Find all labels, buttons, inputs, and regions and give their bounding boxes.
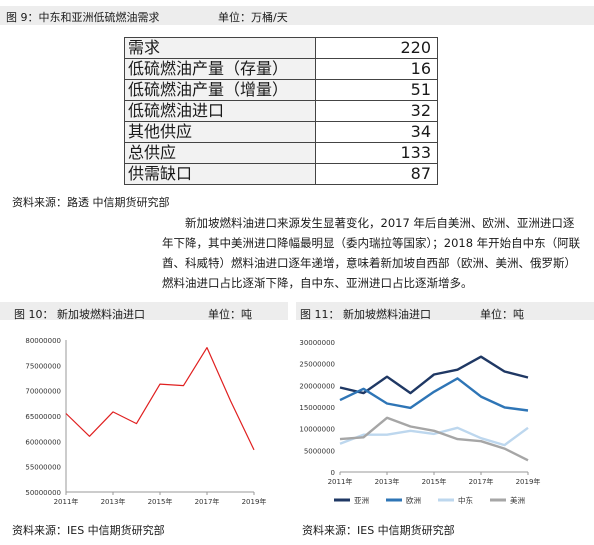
y-tick-label: 50000000 [25,489,61,497]
row-label: 供需缺口 [124,163,316,185]
table-row: 低硫燃油产量（增量） 51 [124,79,438,101]
legend-label: 中东 [458,495,473,505]
legend-label: 亚洲 [354,496,369,505]
figure9-header [0,6,594,25]
table-row: 其他供应 34 [124,121,438,143]
legend-label: 美洲 [510,495,525,505]
x-tick-label: 2019年 [516,477,541,486]
legend-label: 欧洲 [406,495,421,505]
x-tick-label: 2015年 [148,497,173,506]
table-row: 低硫燃油进口 32 [124,100,438,122]
series-line-欧洲 [339,377,529,412]
figure11-unit: 单位：吨 [480,308,524,321]
row-value: 16 [315,58,438,80]
row-label: 低硫燃油进口 [124,100,316,122]
x-tick-label: 2013年 [375,477,400,486]
figure10-source: 资料来源：IES 中信期货研究部 [12,524,165,537]
chart-singapore-fuel-oil-imports-by-region: 0 5000000 10000000 15000000 20000000 25000000… [299,339,541,505]
x-tick-label: 2017年 [469,477,494,486]
figure11-source: 资料来源：IES 中信期货研究部 [302,524,455,537]
y-tick-label: 10000000 [299,426,335,434]
row-label: 需求 [124,37,316,59]
supply-demand-table: 需求 220 低硫燃油产量（存量） 16 低硫燃油产量（增量） 51 低硫燃油进口 32 其他供… [124,37,438,185]
body-paragraph: 新加坡燃料油进口来源发生显著变化，2017 年后自美洲、欧洲、亚洲进口逐年下降，… [162,216,581,290]
x-tick-label: 2011年 [54,497,79,506]
chart-singapore-fuel-oil-imports-total: 50000000 55000000 60000000 65000000 70000000… [25,337,267,506]
row-value: 87 [315,163,438,185]
table-row: 需求 220 [124,37,438,59]
y-tick-label: 80000000 [25,337,61,345]
figure11-label: 图 11： 新加坡燃料油进口 [300,308,431,321]
figure10-label: 图 10： 新加坡燃料油进口 [14,308,145,321]
row-value: 51 [315,79,438,101]
row-label: 其他供应 [124,121,316,143]
figure9-source: 资料来源：路透 中信期货研究部 [12,196,170,209]
y-tick-label: 70000000 [25,388,61,396]
y-tick-label: 60000000 [25,438,61,446]
figure9-label: 图 9：中东和亚洲低硫燃油需求 [6,11,160,24]
y-tick-label: 65000000 [25,413,61,421]
y-tick-label: 15000000 [299,404,335,412]
row-value: 220 [315,37,438,59]
figure10-header [0,302,288,320]
y-tick-label: 30000000 [299,339,335,347]
y-tick-label: 55000000 [25,464,61,472]
x-tick-label: 2017年 [195,497,220,506]
row-value: 133 [315,142,438,164]
row-label: 低硫燃油产量（增量） [124,79,316,101]
series-line-0 [65,347,255,451]
table-row: 低硫燃油产量（存量） 16 [124,58,438,80]
y-tick-label: 75000000 [25,362,61,370]
x-tick-label: 2011年 [328,477,353,486]
figure9-unit: 单位：万桶/天 [218,11,288,24]
y-tick-label: 0 [331,469,335,477]
x-tick-label: 2013年 [101,497,126,506]
row-label: 低硫燃油产量（存量） [124,58,316,80]
figure10-unit: 单位：吨 [208,308,252,321]
row-value: 34 [315,121,438,143]
y-tick-label: 25000000 [299,361,335,369]
x-tick-label: 2015年 [422,477,447,486]
y-tick-label: 20000000 [299,382,335,390]
row-value: 32 [315,100,438,122]
table-row: 供需缺口 87 [124,163,438,185]
row-label: 总供应 [124,142,316,164]
table-row: 总供应 133 [124,142,438,164]
y-tick-label: 5000000 [304,447,335,455]
figure11-header [296,302,594,320]
series-line-中东 [339,426,529,447]
x-tick-label: 2019年 [242,497,267,506]
series-line-美洲 [339,416,529,462]
series-line-亚洲 [339,355,529,395]
